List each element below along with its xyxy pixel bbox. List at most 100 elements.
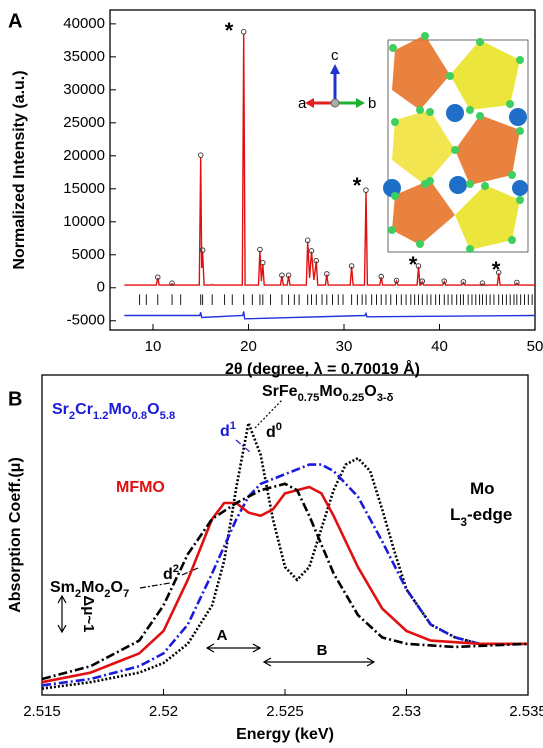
region-label: A — [217, 627, 228, 644]
x-axis-label: Energy (keV) — [236, 726, 334, 743]
data-line — [41, 463, 528, 687]
x-tick-label: 2.52 — [149, 703, 178, 720]
d-label: d2 — [163, 563, 179, 583]
observed-point — [441, 278, 448, 284]
delta-label: Δμ~1 — [80, 595, 97, 632]
series-label-part: 3-δ — [377, 392, 394, 404]
panel-letter: A — [8, 10, 22, 32]
series-label-part: O — [147, 401, 159, 418]
y-tick-label: -5000 — [67, 312, 105, 329]
series-label-part: 0.75 — [298, 392, 320, 404]
data-line — [124, 33, 535, 286]
x-tick-label: 2.53 — [392, 703, 421, 720]
observed-point — [304, 237, 311, 244]
observed-point — [419, 278, 426, 284]
x-tick-label: 2.535 — [509, 703, 543, 720]
observed-point — [363, 187, 369, 193]
observed-point — [460, 279, 467, 285]
d-label: d1 — [220, 420, 236, 440]
x-tick-label: 40 — [431, 338, 448, 355]
series-label-part: 2 — [104, 588, 110, 600]
peak-asterisk: * — [409, 252, 418, 277]
observed-point — [197, 152, 204, 158]
series-label-part: 2 — [75, 588, 81, 600]
series-label-part: Mo — [108, 401, 131, 418]
peak-asterisk: * — [492, 257, 501, 282]
edge-label-part: L — [450, 505, 460, 524]
observed-point — [393, 277, 400, 284]
inset-axis-label: c — [331, 47, 339, 64]
series-label-part: Sm — [50, 579, 75, 596]
d-label-part: 1 — [230, 420, 236, 432]
y-tick-label: 35000 — [63, 48, 105, 65]
series-label: SrFe0.75Mo0.25O3-δ — [262, 383, 394, 404]
y-tick-label: 20000 — [63, 147, 105, 164]
series-label-part: 2 — [69, 410, 75, 422]
peak-asterisk: * — [353, 173, 362, 198]
x-tick-label: 10 — [145, 338, 162, 355]
y-axis-label: Normalized Intensity (a.u.) — [11, 70, 28, 269]
series-label-part: 0.8 — [132, 410, 148, 422]
observed-point — [479, 280, 486, 286]
y-tick-label: 40000 — [63, 15, 105, 32]
y-tick-label: 10000 — [63, 213, 105, 230]
observed-point — [199, 247, 206, 253]
d-label: d0 — [266, 421, 282, 441]
x-tick-label: 20 — [240, 338, 257, 355]
observed-point — [260, 259, 266, 266]
series-label-part: 7 — [123, 588, 129, 600]
edge-label-part: -edge — [467, 505, 512, 524]
x-tick-label: 2.525 — [266, 703, 304, 720]
series-label-part: 1.2 — [93, 410, 109, 422]
edge-label: Mo — [470, 479, 495, 498]
observed-point — [155, 274, 161, 280]
d-label-part: d — [163, 566, 173, 583]
series-label: MFMO — [116, 479, 165, 496]
plot-frame — [109, 9, 536, 331]
peak-asterisk: * — [225, 18, 234, 43]
x-axis-label: 2θ (degree, λ = 0.70019 Å) — [225, 359, 420, 378]
series-label-part: Mo — [319, 383, 342, 400]
observed-point — [279, 272, 285, 278]
data-line — [41, 418, 528, 690]
x-tick-label: 50 — [527, 338, 543, 355]
series-label-part: Mo — [81, 579, 104, 596]
series-label: Sr2Cr1.2Mo0.8O5.8 — [52, 401, 175, 422]
observed-point — [285, 272, 292, 278]
y-axis-label: Absorption Coeff.(μ) — [7, 457, 24, 613]
d-label-part: 0 — [276, 421, 282, 433]
edge-label-part: 3 — [460, 515, 467, 529]
observed-point — [514, 279, 520, 286]
y-tick-label: 0 — [97, 279, 105, 296]
series-label-part: MFMO — [116, 479, 165, 496]
inset-axis-label: a — [298, 95, 307, 112]
y-tick-label: 15000 — [63, 180, 105, 197]
series-label-part: 5.8 — [160, 410, 176, 422]
y-tick-label: 30000 — [63, 81, 105, 98]
data-line — [41, 482, 529, 681]
series-label-part: 0.25 — [342, 392, 364, 404]
data-line — [124, 311, 536, 320]
edge-label-part: Mo — [470, 479, 495, 498]
x-tick-label: 2.515 — [23, 703, 61, 720]
panel-letter: B — [8, 388, 22, 410]
series-label-part: O — [110, 579, 122, 596]
series-label-part: O — [364, 383, 376, 400]
y-tick-label: 5000 — [72, 246, 105, 263]
plot-frame — [41, 374, 529, 696]
inset-axis-label: b — [368, 95, 376, 112]
observed-point — [313, 257, 320, 264]
d-label-part: 2 — [173, 563, 179, 575]
series-label-part: Cr — [75, 401, 93, 418]
d-label-part: d — [266, 424, 276, 441]
observed-point — [378, 273, 384, 280]
series-label-part: SrFe — [262, 383, 298, 400]
observed-point — [415, 263, 422, 269]
observed-point — [308, 248, 315, 254]
observed-point — [324, 271, 330, 277]
series-label-part: Sr — [52, 401, 69, 418]
edge-label: L3-edge — [450, 505, 512, 529]
region-label: B — [317, 642, 328, 659]
series-label: Sm2Mo2O7 — [50, 579, 129, 600]
